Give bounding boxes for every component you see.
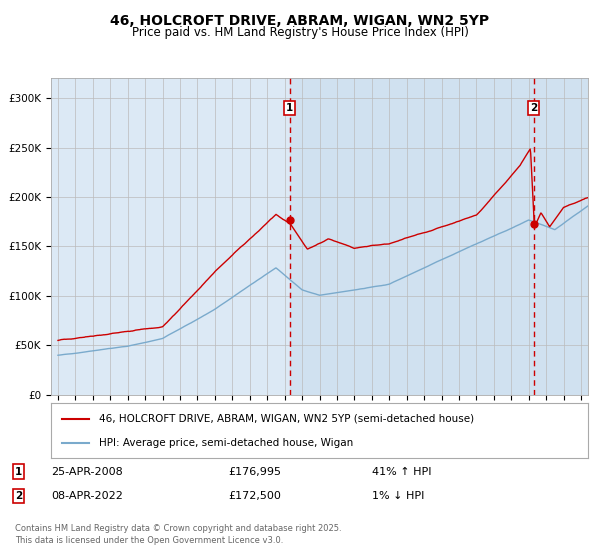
Text: 08-APR-2022: 08-APR-2022 — [51, 491, 123, 501]
Text: 46, HOLCROFT DRIVE, ABRAM, WIGAN, WN2 5YP: 46, HOLCROFT DRIVE, ABRAM, WIGAN, WN2 5Y… — [110, 14, 490, 28]
Text: 41% ↑ HPI: 41% ↑ HPI — [372, 466, 431, 477]
Text: 46, HOLCROFT DRIVE, ABRAM, WIGAN, WN2 5YP (semi-detached house): 46, HOLCROFT DRIVE, ABRAM, WIGAN, WN2 5Y… — [100, 414, 475, 423]
Text: HPI: Average price, semi-detached house, Wigan: HPI: Average price, semi-detached house,… — [100, 438, 353, 447]
Text: 25-APR-2008: 25-APR-2008 — [51, 466, 123, 477]
Text: 2: 2 — [530, 103, 537, 113]
Bar — [290, 78, 588, 395]
Text: 1: 1 — [15, 466, 22, 477]
Text: Price paid vs. HM Land Registry's House Price Index (HPI): Price paid vs. HM Land Registry's House … — [131, 26, 469, 39]
Text: 2: 2 — [15, 491, 22, 501]
Text: £176,995: £176,995 — [228, 466, 281, 477]
Text: 1% ↓ HPI: 1% ↓ HPI — [372, 491, 424, 501]
Text: 1: 1 — [286, 103, 293, 113]
Text: £172,500: £172,500 — [228, 491, 281, 501]
Text: Contains HM Land Registry data © Crown copyright and database right 2025.
This d: Contains HM Land Registry data © Crown c… — [15, 524, 341, 545]
